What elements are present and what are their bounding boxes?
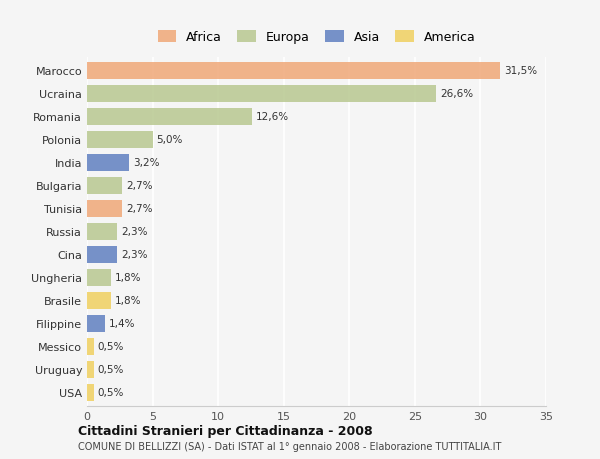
Bar <box>87 131 152 149</box>
Bar <box>87 62 500 80</box>
Bar <box>87 384 94 401</box>
Bar <box>87 85 436 103</box>
Text: 12,6%: 12,6% <box>256 112 289 122</box>
Bar <box>87 200 122 218</box>
Text: 0,5%: 0,5% <box>97 387 124 397</box>
Text: 1,4%: 1,4% <box>109 319 136 329</box>
Text: 1,8%: 1,8% <box>115 273 141 283</box>
Text: 0,5%: 0,5% <box>97 364 124 375</box>
Bar <box>87 154 129 172</box>
Text: 2,7%: 2,7% <box>127 204 153 214</box>
Text: 5,0%: 5,0% <box>157 135 183 145</box>
Text: 0,5%: 0,5% <box>97 341 124 352</box>
Text: 2,3%: 2,3% <box>121 250 148 260</box>
Bar <box>87 108 252 126</box>
Bar <box>87 338 94 355</box>
Text: 31,5%: 31,5% <box>504 66 537 76</box>
Bar <box>87 177 122 195</box>
Bar <box>87 361 94 378</box>
Legend: Africa, Europa, Asia, America: Africa, Europa, Asia, America <box>155 29 478 47</box>
Bar <box>87 246 117 263</box>
Bar <box>87 269 110 286</box>
Bar <box>87 223 117 241</box>
Text: COMUNE DI BELLIZZI (SA) - Dati ISTAT al 1° gennaio 2008 - Elaborazione TUTTITALI: COMUNE DI BELLIZZI (SA) - Dati ISTAT al … <box>78 441 502 451</box>
Text: 26,6%: 26,6% <box>440 89 473 99</box>
Bar <box>87 315 106 332</box>
Text: 2,7%: 2,7% <box>127 181 153 191</box>
Bar <box>87 292 110 309</box>
Text: 2,3%: 2,3% <box>121 227 148 237</box>
Text: Cittadini Stranieri per Cittadinanza - 2008: Cittadini Stranieri per Cittadinanza - 2… <box>78 424 373 437</box>
Text: 3,2%: 3,2% <box>133 158 160 168</box>
Text: 1,8%: 1,8% <box>115 296 141 306</box>
